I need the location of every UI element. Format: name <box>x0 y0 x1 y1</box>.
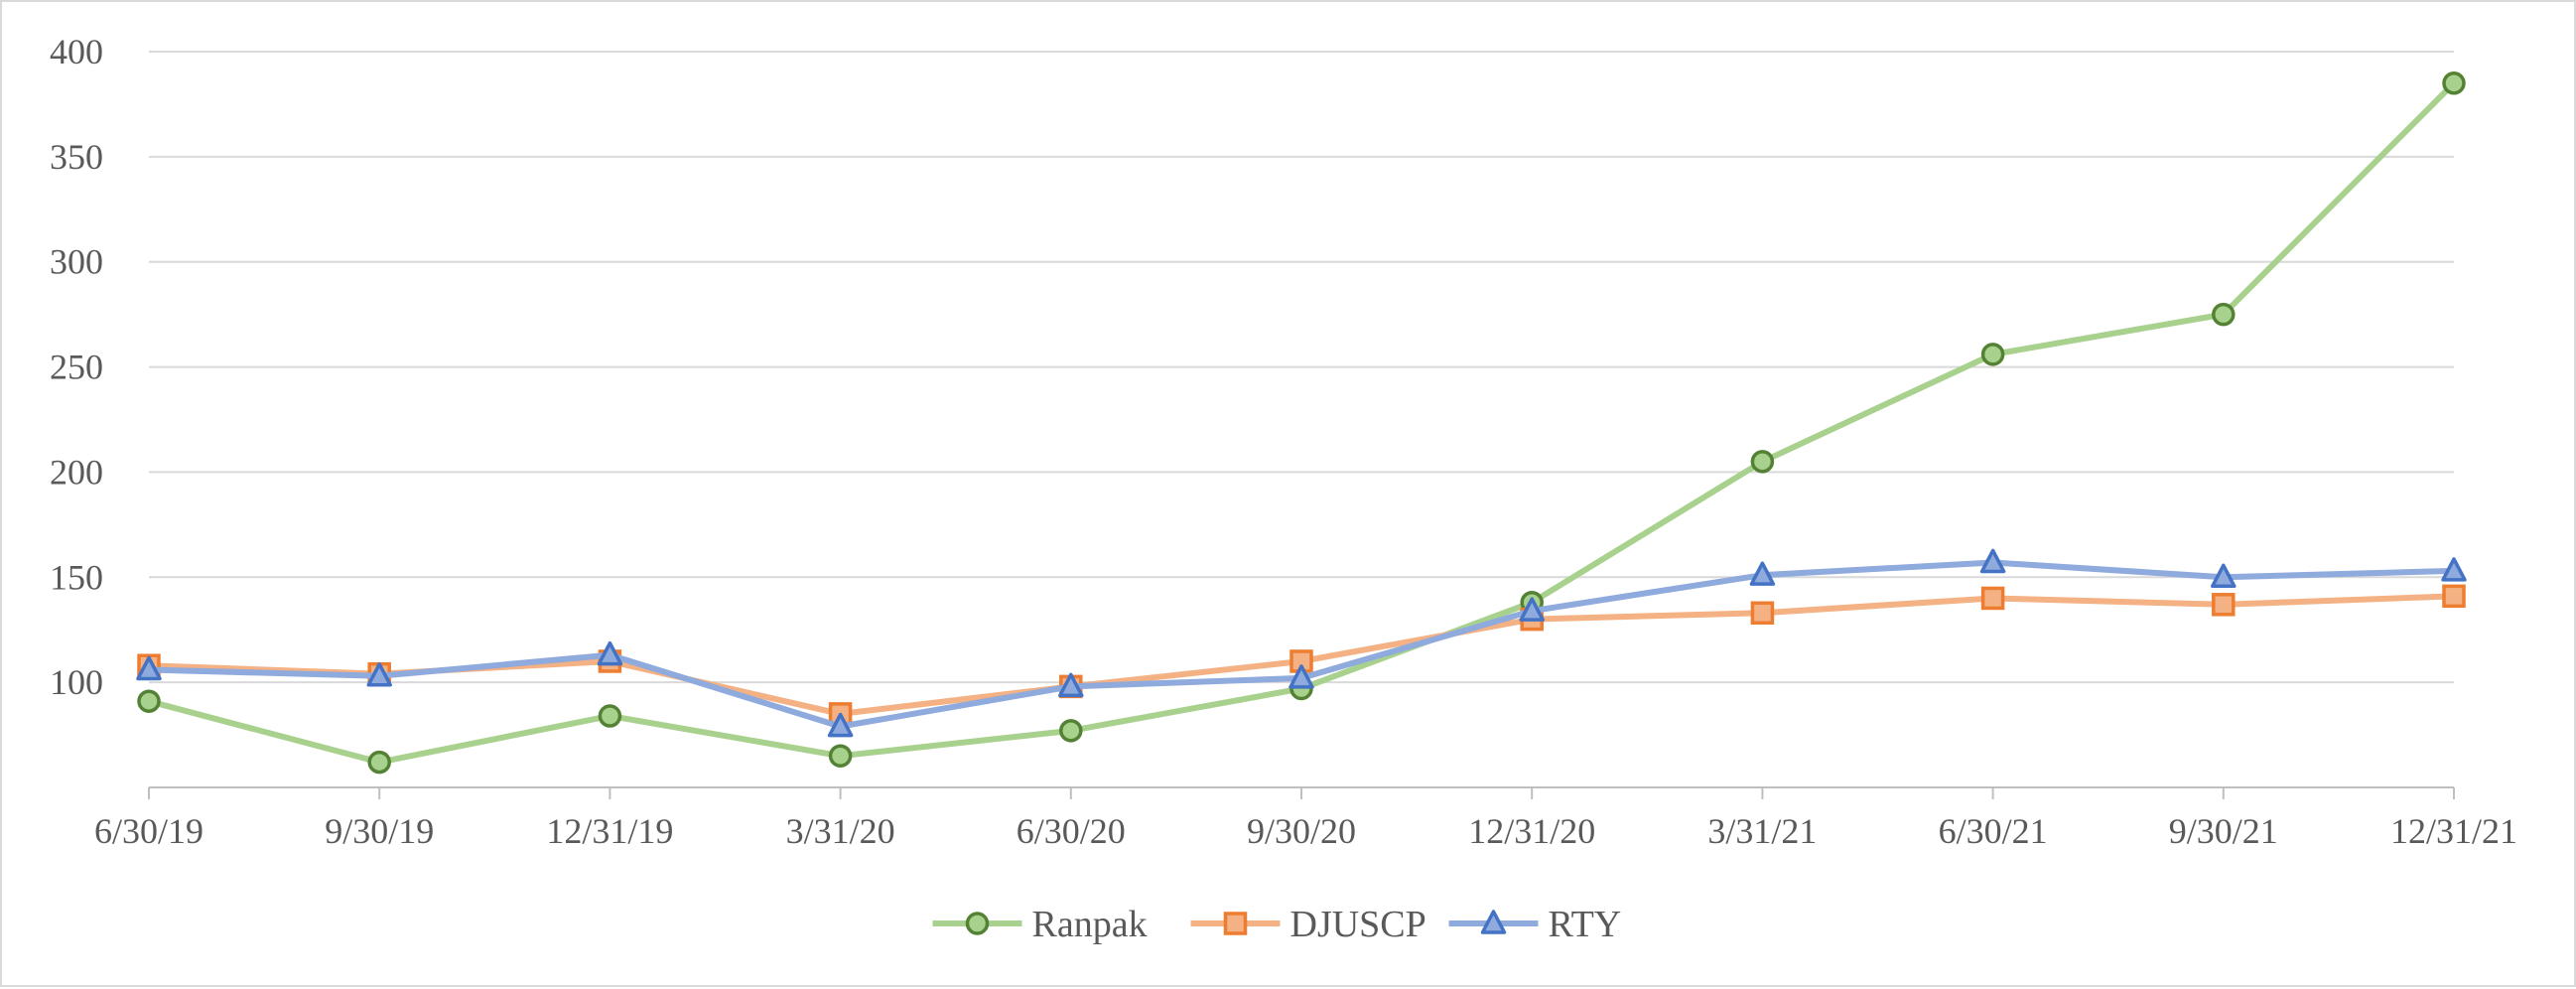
legend-marker <box>1480 910 1507 934</box>
data-point-rty <box>827 712 854 738</box>
series-group <box>136 71 2467 775</box>
legend-marker <box>1223 912 1248 935</box>
x-tick-label: 9/30/21 <box>2169 811 2278 851</box>
data-point-djuscp <box>2442 584 2466 609</box>
legend-marker <box>965 912 990 935</box>
legend: Ranpak DJUSCP RTY <box>932 904 1622 945</box>
x-tick-label: 3/31/21 <box>1707 811 1817 851</box>
data-point-ranpak <box>2212 302 2236 327</box>
series-djuscp <box>137 584 2466 726</box>
legend-item-ranpak: Ranpak <box>932 904 1148 945</box>
x-tick-label: 12/31/21 <box>2390 811 2517 851</box>
data-point-rty <box>2211 563 2237 589</box>
data-point-rty <box>366 662 392 687</box>
x-tick-label: 9/30/20 <box>1247 811 1356 851</box>
x-tick-label: 9/30/19 <box>325 811 434 851</box>
data-point-rty <box>1749 561 1776 586</box>
data-point-ranpak <box>2442 71 2466 95</box>
data-point-rty <box>1519 597 1545 622</box>
y-tick-label: 150 <box>50 557 103 597</box>
x-tick-label: 3/31/20 <box>786 811 895 851</box>
x-tick-label: 12/31/19 <box>546 811 673 851</box>
legend-label: RTY <box>1549 904 1622 945</box>
y-tick-label: 350 <box>50 137 103 177</box>
legend-label: DJUSCP <box>1290 904 1426 945</box>
data-point-ranpak <box>1980 343 2005 366</box>
legend-item-rty: RTY <box>1448 904 1622 945</box>
legend-item-djuscp: DJUSCP <box>1190 904 1426 945</box>
y-tick-label: 100 <box>50 662 103 702</box>
grid-lines <box>149 51 2454 684</box>
y-tick-label: 300 <box>50 242 103 282</box>
data-point-djuscp <box>2212 593 2236 617</box>
legend-label: Ranpak <box>1032 904 1148 945</box>
axes: 100 150 200 250 300 350 400 6/30/19 9/30/19 12/31… <box>50 32 2517 851</box>
x-tick-label: 6/30/19 <box>94 811 203 851</box>
data-point-ranpak <box>1750 450 1775 474</box>
data-point-ranpak <box>1059 719 1083 743</box>
x-tick-label: 6/30/20 <box>1017 811 1126 851</box>
x-tick-label: 6/30/21 <box>1939 811 2048 851</box>
data-point-ranpak <box>367 750 391 775</box>
data-point-ranpak <box>137 689 161 713</box>
data-point-ranpak <box>828 744 853 768</box>
y-tick-label: 200 <box>50 452 103 492</box>
data-point-djuscp <box>1980 586 2005 611</box>
data-point-rty <box>1979 548 2006 574</box>
series-rty <box>136 548 2467 738</box>
x-tick-label: 12/31/20 <box>1468 811 1595 851</box>
data-point-rty <box>597 640 623 666</box>
data-point-ranpak <box>598 704 622 728</box>
data-point-rty <box>136 655 162 681</box>
y-tick-label: 250 <box>50 348 103 387</box>
data-point-djuscp <box>1750 601 1775 626</box>
data-point-rty <box>1288 664 1314 689</box>
data-point-rty <box>1058 672 1084 698</box>
series-line-rty <box>146 559 2457 730</box>
data-point-rty <box>2441 557 2467 582</box>
y-tick-label: 400 <box>50 32 103 71</box>
